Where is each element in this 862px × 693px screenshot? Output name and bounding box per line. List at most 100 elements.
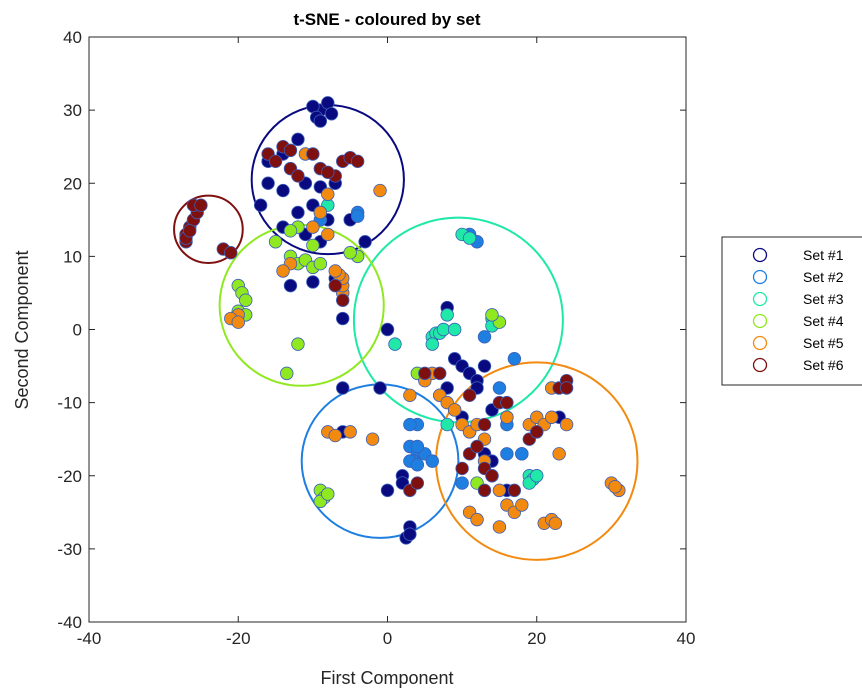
point-set-3 (440, 417, 454, 432)
point-set-1 (380, 483, 395, 498)
y-tick-label: 40 (63, 28, 82, 47)
point-set-3 (440, 308, 454, 322)
point-set-6 (455, 461, 469, 476)
point-set-6 (224, 246, 238, 260)
point-set-6 (559, 381, 574, 395)
point-set-5 (548, 516, 563, 530)
y-axis-ticks: -40 -30 -20 -10 0 10 20 30 40 (57, 28, 686, 632)
point-set-5 (231, 315, 245, 329)
point-set-4 (291, 337, 305, 351)
point-set-6 (183, 224, 197, 238)
point-set-5 (276, 264, 290, 278)
point-set-1 (291, 205, 305, 220)
chart-title: t-SNE - coloured by set (293, 10, 480, 29)
point-set-2 (455, 476, 469, 490)
point-set-4 (268, 235, 283, 249)
point-set-2 (350, 209, 365, 223)
x-tick-label: -40 (77, 629, 102, 648)
y-tick-label: 0 (73, 321, 82, 340)
point-set-5 (447, 403, 462, 417)
point-set-1 (253, 198, 268, 212)
point-set-6 (485, 469, 499, 483)
point-set-5 (306, 220, 320, 234)
cluster-circle-set-6 (173, 194, 244, 264)
point-set-4 (239, 293, 253, 307)
y-tick-label: 30 (63, 101, 82, 120)
point-set-6 (418, 366, 432, 381)
point-set-6 (433, 366, 447, 381)
point-set-3 (447, 322, 462, 337)
x-tick-label: 0 (383, 629, 392, 648)
point-set-5 (559, 417, 574, 432)
point-set-3 (425, 337, 439, 351)
legend-label-set-6: Set #6 (803, 357, 844, 373)
point-set-5 (343, 425, 357, 439)
point-set-1 (336, 381, 350, 395)
point-set-6 (530, 425, 544, 439)
y-tick-label: -10 (57, 394, 82, 413)
point-set-2 (425, 454, 439, 468)
point-set-4 (306, 238, 320, 253)
point-set-1 (380, 322, 395, 337)
point-set-4 (313, 256, 328, 271)
legend: Set #1 Set #2 Set #3 Set #4 Set #5 Set #6 (721, 236, 862, 386)
point-set-4 (321, 487, 335, 501)
point-set-3 (436, 322, 451, 337)
legend-box (721, 236, 862, 386)
point-set-5 (313, 205, 328, 220)
legend-label-set-2: Set #2 (803, 269, 844, 285)
point-set-6 (194, 198, 208, 212)
x-axis-label: First Component (320, 668, 453, 688)
point-set-5 (492, 520, 507, 534)
y-tick-label: -20 (57, 467, 82, 486)
legend-label-set-3: Set #3 (803, 291, 844, 307)
y-tick-label: 10 (63, 247, 82, 266)
legend-marker-set-2 (752, 269, 768, 285)
point-set-5 (321, 227, 335, 242)
point-set-6 (291, 169, 305, 183)
point-set-1 (306, 275, 320, 289)
point-set-6 (328, 278, 342, 293)
y-tick-label: -30 (57, 540, 82, 559)
point-set-6 (477, 483, 492, 498)
point-set-5 (608, 480, 622, 494)
point-set-1 (358, 235, 372, 249)
point-set-1 (283, 278, 298, 293)
legend-marker-set-6 (752, 357, 768, 373)
point-set-1 (403, 527, 417, 541)
point-set-1 (336, 311, 350, 326)
x-axis-ticks: -40 -20 0 20 40 (77, 37, 695, 648)
legend-label-set-5: Set #5 (803, 335, 844, 351)
point-set-2 (403, 417, 417, 432)
point-set-4 (485, 308, 499, 322)
point-set-1 (276, 183, 290, 198)
point-set-6 (306, 147, 320, 161)
legend-marker-set-4 (752, 313, 768, 329)
point-set-5 (328, 264, 342, 278)
point-set-2 (410, 439, 425, 454)
point-set-6 (268, 154, 283, 169)
point-set-1 (313, 114, 328, 128)
point-set-6 (350, 154, 365, 169)
point-set-5 (373, 183, 387, 198)
point-set-5 (515, 498, 529, 512)
point-set-1 (477, 359, 492, 373)
point-set-5 (403, 388, 417, 403)
point-set-6 (462, 388, 477, 403)
point-set-6 (470, 439, 484, 454)
point-set-6 (283, 143, 298, 158)
point-set-5 (321, 187, 335, 201)
data-points (179, 96, 626, 545)
legend-marker-set-3 (752, 291, 768, 307)
point-set-2 (515, 447, 529, 461)
point-set-2 (477, 330, 492, 344)
point-set-5 (328, 428, 342, 443)
y-tick-label: -40 (57, 613, 82, 632)
point-set-6 (321, 165, 335, 179)
legend-marker-set-5 (752, 335, 768, 351)
point-set-2 (507, 352, 522, 366)
point-set-5 (544, 410, 559, 424)
x-tick-label: 20 (527, 629, 546, 648)
point-set-4 (343, 246, 357, 260)
